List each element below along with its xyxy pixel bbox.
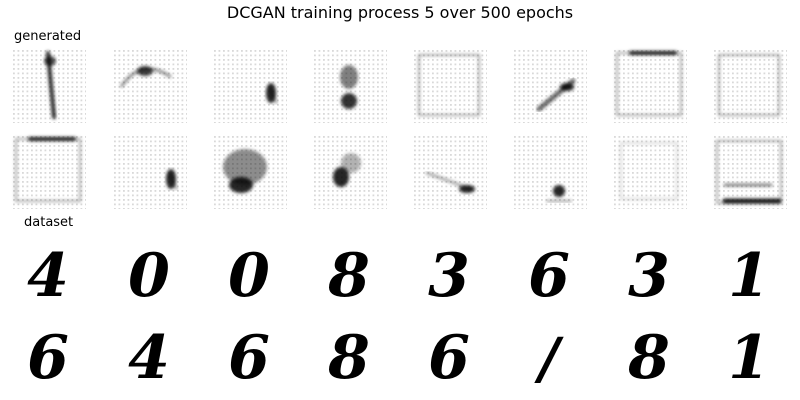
svg-text:8: 8 [627, 323, 670, 392]
svg-text:6: 6 [228, 323, 270, 392]
dataset-digit: 0 [211, 234, 287, 310]
dataset-digit: 8 [311, 316, 387, 392]
svg-text:3: 3 [428, 241, 470, 310]
figure-title: DCGAN training process 5 over 500 epochs [226, 3, 574, 22]
generated-sample [611, 133, 687, 209]
generated-sample [10, 133, 86, 209]
svg-text:3: 3 [628, 241, 670, 310]
dataset-digit: 4 [111, 316, 187, 392]
dataset-digit: 6 [211, 316, 287, 392]
generated-sample [111, 133, 187, 209]
dataset-label: dataset [24, 215, 74, 230]
svg-text:1: 1 [728, 323, 770, 392]
generated-sample [411, 47, 487, 123]
generated-sample [311, 133, 387, 209]
svg-text:0: 0 [128, 241, 170, 310]
generated-sample [311, 47, 387, 123]
generated-sample [711, 133, 787, 209]
generated-sample [111, 47, 187, 123]
dataset-digit: 1 [711, 234, 787, 310]
dataset-digit: 1 [711, 316, 787, 392]
dataset-digit: 8 [611, 316, 687, 392]
svg-text:4: 4 [128, 323, 170, 392]
svg-text:0: 0 [228, 241, 270, 310]
dataset-digit: 6 [411, 316, 487, 392]
dataset-digit: / [511, 316, 587, 392]
generated-label: generated [14, 29, 82, 44]
svg-text:/: / [534, 326, 564, 392]
dataset-digit: 6 [10, 316, 86, 392]
dataset-digit: 8 [311, 234, 387, 310]
generated-sample [411, 133, 487, 209]
dataset-digit: 3 [611, 234, 687, 310]
generated-sample [611, 47, 687, 123]
svg-text:1: 1 [728, 241, 770, 310]
generated-sample [10, 47, 86, 123]
dataset-digit: 0 [111, 234, 187, 310]
dataset-digit: 3 [411, 234, 487, 310]
svg-text:4: 4 [27, 241, 69, 310]
generated-sample [211, 47, 287, 123]
svg-text:6: 6 [528, 241, 570, 310]
svg-text:6: 6 [428, 323, 470, 392]
svg-text:8: 8 [327, 241, 370, 310]
svg-text:8: 8 [327, 323, 370, 392]
dataset-digit: 4 [10, 234, 86, 310]
generated-sample [211, 133, 287, 209]
dataset-digit: 6 [511, 234, 587, 310]
svg-text:6: 6 [27, 323, 69, 392]
generated-sample [511, 133, 587, 209]
generated-sample [511, 47, 587, 123]
generated-sample [711, 47, 787, 123]
